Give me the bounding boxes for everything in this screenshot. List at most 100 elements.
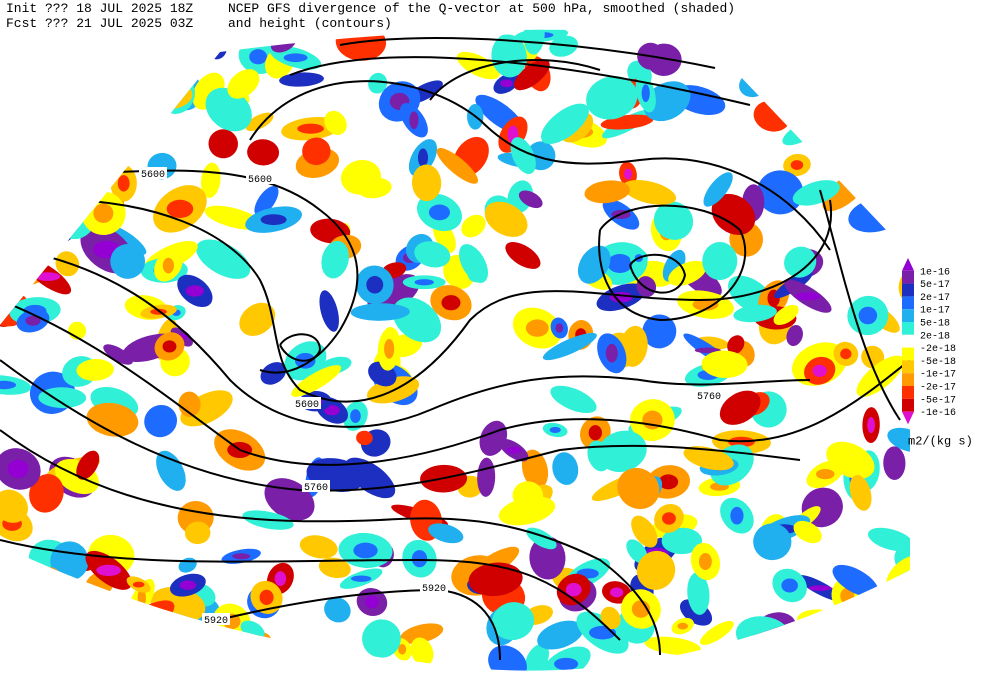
- shade-blob: [584, 180, 630, 204]
- shade-blob: [826, 441, 875, 479]
- shade-blob: [727, 335, 745, 354]
- shade-blob: [753, 100, 791, 132]
- shade-blob: [103, 344, 133, 365]
- shade-core: [185, 285, 204, 297]
- shade-blob: [0, 167, 14, 194]
- shade-blob: [20, 156, 71, 201]
- colorbar-label: 1e-16: [920, 267, 950, 278]
- shade-blob: [786, 98, 816, 132]
- shade-blob: [180, 390, 233, 427]
- shade-blob: [291, 365, 342, 397]
- shade-blob: [653, 201, 694, 240]
- shade-core: [554, 657, 579, 671]
- shade-blob: [867, 177, 895, 205]
- shade-blob: [124, 646, 143, 659]
- shade-blob: [773, 304, 799, 325]
- shade-core: [441, 295, 461, 311]
- shade-blob: [644, 636, 701, 655]
- shade-blob: [239, 302, 276, 336]
- shade-core: [259, 589, 274, 606]
- colorbar-swatch: [902, 296, 914, 310]
- shade-blob: [792, 180, 840, 206]
- shade-core: [730, 506, 744, 525]
- shade-blob: [896, 115, 910, 136]
- shade-blob: [849, 474, 872, 511]
- shade-core: [384, 339, 395, 359]
- shade-blob: [127, 643, 183, 671]
- shade-blob: [18, 102, 64, 140]
- shade-blob: [858, 29, 910, 56]
- shade-blob: [484, 201, 528, 237]
- shade-core: [34, 168, 57, 189]
- shade-blob: [302, 137, 331, 166]
- map-title: NCEP GFS divergence of the Q-vector at 5…: [228, 1, 735, 16]
- shade-core: [25, 315, 41, 326]
- shade-core: [624, 168, 632, 180]
- shade-blob: [636, 276, 657, 298]
- contour-label-bg: [293, 397, 321, 409]
- shade-blob: [872, 113, 895, 134]
- shade-core: [350, 409, 361, 423]
- shade-core: [840, 348, 852, 360]
- shade-core: [858, 306, 878, 325]
- shade-blob: [67, 579, 87, 623]
- shade-blob: [89, 649, 114, 671]
- shade-core: [816, 468, 835, 480]
- shade-core: [873, 36, 900, 46]
- shade-blob: [510, 137, 536, 175]
- shade-blob: [50, 541, 89, 581]
- shade-blob: [6, 594, 58, 620]
- shade-core: [398, 643, 407, 655]
- colorbar-swatch: [902, 283, 914, 297]
- shade-blob: [247, 139, 280, 166]
- shade-core: [886, 164, 899, 173]
- shade-blob: [32, 612, 63, 630]
- colorbar-label: -1e-16: [920, 408, 956, 419]
- shade-blob: [668, 260, 707, 286]
- shade-blob: [321, 240, 349, 279]
- contour-label-bg: [695, 389, 723, 401]
- shade-blob: [838, 629, 881, 651]
- shade-core: [874, 185, 887, 197]
- colorbar-label: -1e-17: [920, 370, 956, 381]
- shade-blob: [542, 332, 597, 361]
- contour-label-bg: [302, 480, 330, 492]
- shade-blob: [142, 42, 180, 71]
- shade-core: [72, 591, 82, 611]
- shade-blob: [400, 623, 444, 644]
- shade-core: [0, 380, 17, 390]
- shade-core: [249, 49, 268, 65]
- shade-blob: [0, 489, 28, 523]
- shade-blob: [324, 597, 351, 623]
- shade-blob: [848, 198, 904, 233]
- colorbar-arrow: [902, 411, 914, 425]
- colorbar-label: 5e-18: [920, 319, 950, 330]
- shade-core: [166, 199, 194, 218]
- shade-blob: [436, 148, 479, 184]
- shade-blob: [643, 81, 691, 122]
- shade-blob: [711, 193, 756, 235]
- shade-blob: [410, 637, 434, 666]
- shade-blob: [887, 427, 910, 453]
- contour-label: 5600: [248, 175, 272, 186]
- shade-blob: [61, 195, 99, 210]
- shade-blob: [318, 557, 351, 579]
- height-contours: [0, 37, 910, 661]
- shade-blob: [793, 520, 822, 544]
- shade-blob: [467, 267, 485, 283]
- shade-blob: [324, 110, 347, 136]
- shade-blob: [826, 133, 868, 168]
- shade-core: [565, 582, 582, 597]
- colorbar-units: m2/(kg s): [908, 434, 973, 448]
- shade-blob: [687, 572, 710, 615]
- shade-blob: [91, 97, 123, 140]
- shade-blob: [356, 430, 373, 446]
- shade-blob: [203, 29, 228, 60]
- shade-blob: [597, 430, 647, 472]
- shade-core: [283, 53, 308, 63]
- shade-blob: [753, 523, 792, 561]
- shade-core: [428, 204, 450, 221]
- shade-core: [677, 622, 689, 630]
- shade-core: [77, 618, 97, 638]
